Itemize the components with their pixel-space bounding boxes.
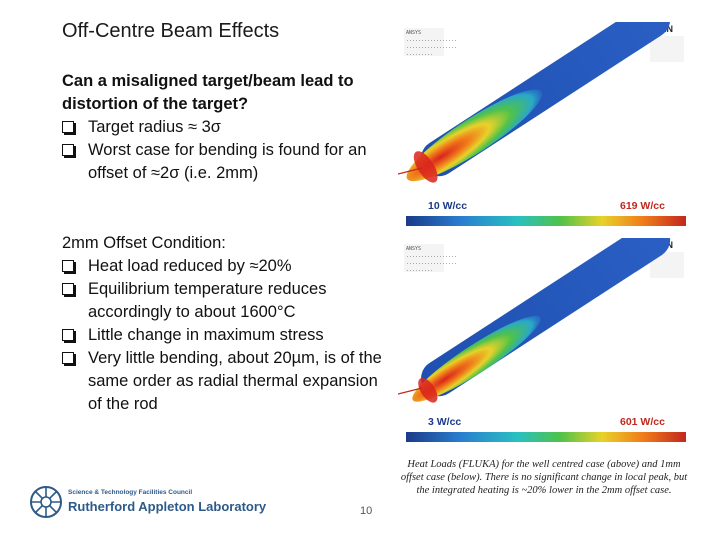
color-scale-bar <box>406 216 686 226</box>
slide-title: Off-Centre Beam Effects <box>62 20 280 42</box>
svg-text:ANSYS: ANSYS <box>406 30 421 36</box>
color-scale-bar <box>406 432 686 442</box>
offset-bullet-list: Heat load reduced by ≈20% Equilibrium te… <box>62 255 382 416</box>
checkbox-bullet-icon <box>62 329 74 341</box>
beam-line <box>398 387 423 395</box>
bullet-target-radius: Target radius ≈ 3σ <box>62 116 392 139</box>
svg-text:.........: ......... <box>406 51 433 57</box>
bottom-heat-load-figure: ANSYS ................. ................… <box>398 238 690 454</box>
bullet-stress: Little change in maximum stress <box>62 324 382 347</box>
svg-text:.........: ......... <box>406 267 433 273</box>
svg-text:.................: ................. <box>406 37 457 43</box>
svg-text:.................: ................. <box>406 253 457 259</box>
offset-heading: 2mm Offset Condition: <box>62 234 226 252</box>
checkbox-bullet-icon <box>62 260 74 272</box>
top-scale-high-label: 619 W/cc <box>620 200 665 212</box>
stfc-logo: Science & Technology Facilities Council … <box>28 482 268 526</box>
question-heading: Can a misaligned target/beam lead to dis… <box>62 72 354 113</box>
checkbox-bullet-icon <box>62 121 74 133</box>
question-block: Can a misaligned target/beam lead to dis… <box>62 70 392 185</box>
top-heat-load-figure: ANSYS ................. ................… <box>398 22 690 240</box>
offset-block: 2mm Offset Condition: Heat load reduced … <box>62 232 382 416</box>
page-number: 10 <box>360 505 373 517</box>
bottom-rod-render: ANSYS ................. ................… <box>398 238 690 454</box>
top-meta-text: ANSYS ................. ................… <box>404 28 457 57</box>
checkbox-bullet-icon <box>62 144 74 156</box>
bullet-worst-case: Worst case for bending is found for an o… <box>62 139 392 185</box>
bottom-meta-text: ANSYS ................. ................… <box>404 244 457 273</box>
top-scale-low-label: 10 W/cc <box>428 200 468 212</box>
question-bullet-list: Target radius ≈ 3σ Worst case for bendin… <box>62 116 392 185</box>
bottom-scale-high-label: 601 W/cc <box>620 416 665 428</box>
lab-name: Rutherford Appleton Laboratory <box>68 499 267 514</box>
beam-line <box>398 167 423 175</box>
bullet-bending: Very little bending, about 20µm, is of t… <box>62 347 382 416</box>
stfc-council-name: Science & Technology Facilities Council <box>68 489 193 496</box>
bottom-scale-low-label: 3 W/cc <box>428 416 462 428</box>
bullet-equilibrium-temp: Equilibrium temperature reduces accordin… <box>62 278 382 324</box>
svg-text:.................: ................. <box>406 260 457 266</box>
figure-caption: Heat Loads (FLUKA) for the well centred … <box>400 459 688 496</box>
bullet-heat-load: Heat load reduced by ≈20% <box>62 255 382 278</box>
top-rod-render: ANSYS ................. ................… <box>398 22 690 240</box>
stfc-logo-icon <box>30 486 62 518</box>
svg-text:.................: ................. <box>406 44 457 50</box>
svg-text:ANSYS: ANSYS <box>406 246 421 252</box>
checkbox-bullet-icon <box>62 352 74 364</box>
checkbox-bullet-icon <box>62 283 74 295</box>
